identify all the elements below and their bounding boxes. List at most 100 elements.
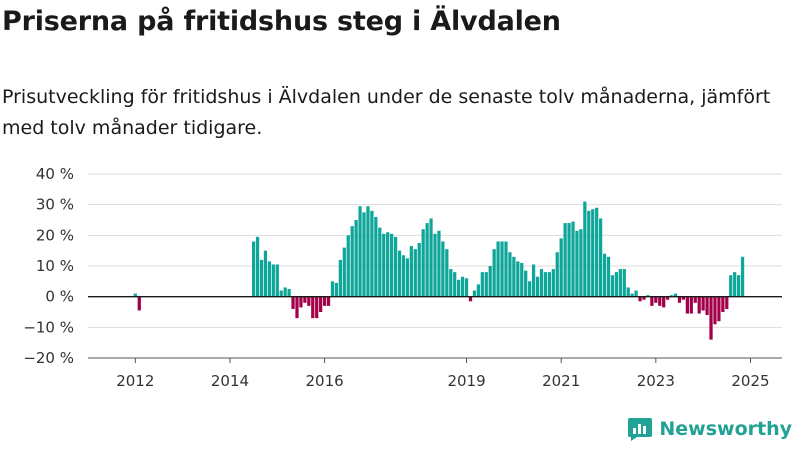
chart-bar bbox=[524, 270, 528, 297]
chart-bar bbox=[350, 226, 354, 297]
chart-bar bbox=[453, 272, 457, 297]
chart-bar bbox=[275, 264, 279, 297]
y-tick-label: 40 % bbox=[36, 165, 74, 183]
chart-bar bbox=[681, 296, 686, 300]
chart-bar bbox=[429, 218, 433, 297]
chart-bar bbox=[646, 295, 650, 297]
chart-bar bbox=[457, 279, 461, 297]
chart-bar bbox=[255, 236, 260, 297]
chart-bar bbox=[563, 223, 567, 297]
chart-bar bbox=[283, 287, 287, 297]
chart-bar bbox=[374, 216, 378, 297]
chart-bar bbox=[370, 210, 374, 297]
x-tick-label: 2012 bbox=[116, 372, 154, 390]
chart-bar bbox=[484, 272, 488, 297]
chart-bar bbox=[330, 281, 335, 297]
chart-bar bbox=[598, 218, 603, 297]
chart-bar bbox=[413, 249, 417, 297]
chart-bar bbox=[279, 290, 283, 297]
chart-bar bbox=[386, 232, 390, 297]
chart-bar bbox=[133, 293, 137, 297]
chart-bar bbox=[441, 241, 445, 297]
chart-bar bbox=[334, 282, 339, 297]
y-tick-label: 30 % bbox=[36, 196, 74, 214]
chart-bar bbox=[733, 272, 737, 297]
chart-bar bbox=[500, 241, 504, 297]
chart-bar bbox=[417, 243, 421, 297]
chart-bar bbox=[421, 229, 425, 297]
chart-bar bbox=[267, 261, 272, 297]
chart-bar bbox=[390, 233, 394, 297]
chart-bar bbox=[401, 255, 406, 297]
chart-bar bbox=[358, 206, 362, 297]
brand-name: Newsworthy bbox=[659, 418, 792, 440]
chart-bar bbox=[709, 296, 713, 340]
chart-bar bbox=[626, 287, 630, 297]
chart-bar bbox=[137, 296, 141, 311]
y-tick-label: −20 % bbox=[23, 349, 74, 367]
chart-bar bbox=[516, 261, 520, 297]
chart-bar bbox=[271, 264, 275, 297]
chart-bar bbox=[697, 296, 701, 314]
chart-bar bbox=[567, 223, 571, 297]
chart-bar bbox=[618, 269, 622, 297]
bar-chart: −20 % −10 % 0 % 10 % 20 % 30 % 40 % 2012 2014 201… bbox=[23, 160, 782, 390]
chart-bar bbox=[701, 296, 705, 311]
chart-bar bbox=[382, 233, 386, 297]
chart-bar bbox=[405, 258, 410, 297]
brand-logo: Newsworthy bbox=[627, 416, 792, 442]
chart-bar bbox=[673, 293, 678, 297]
y-tick-label: 10 % bbox=[36, 257, 74, 275]
chart-bar bbox=[705, 296, 709, 316]
chart-bar bbox=[587, 210, 591, 297]
chart-bar bbox=[650, 296, 654, 306]
chart-bar bbox=[725, 296, 729, 309]
chart-bar bbox=[543, 272, 548, 297]
x-tick-label: 2023 bbox=[637, 372, 675, 390]
chart-bar bbox=[460, 276, 465, 297]
chart-bar bbox=[634, 290, 638, 297]
chart-bar bbox=[476, 284, 480, 297]
chart-bar bbox=[311, 296, 315, 319]
chart-bar bbox=[555, 252, 559, 297]
chart-bar bbox=[488, 266, 492, 297]
chart-subtitle: Prisutveckling för fritidshus i Älvdalen… bbox=[2, 86, 771, 139]
chart-bar bbox=[717, 296, 721, 322]
chart-bar bbox=[287, 289, 291, 297]
chart-bar bbox=[642, 296, 646, 300]
chart-bar bbox=[614, 272, 619, 297]
chart-bar bbox=[342, 247, 346, 297]
chart-bar bbox=[713, 296, 717, 325]
y-tick-label: −10 % bbox=[23, 318, 74, 336]
y-tick-label: 0 % bbox=[45, 288, 74, 306]
chart-bar bbox=[512, 256, 516, 297]
chart-bar bbox=[591, 209, 595, 297]
data-label-latest: 13 % bbox=[736, 160, 777, 164]
chart-bar bbox=[685, 296, 689, 314]
chart-bar bbox=[295, 296, 299, 319]
chart-bar bbox=[583, 201, 587, 297]
chart-bar bbox=[322, 296, 327, 306]
chart-bar bbox=[677, 296, 682, 303]
chart-bar bbox=[547, 272, 551, 297]
chart-bar bbox=[393, 236, 398, 297]
chart-bar bbox=[658, 296, 662, 306]
chart-bar bbox=[472, 290, 477, 297]
chart-bar bbox=[610, 275, 615, 297]
x-tick-label: 2025 bbox=[731, 372, 769, 390]
chart-bar bbox=[595, 207, 599, 297]
chart-bar bbox=[551, 269, 555, 297]
chart-bar bbox=[346, 235, 350, 297]
chart-bar bbox=[508, 252, 512, 297]
y-tick-label: 20 % bbox=[36, 226, 74, 244]
x-tick-label: 2019 bbox=[447, 372, 485, 390]
chart-bar bbox=[307, 296, 311, 306]
chart-bar bbox=[366, 206, 370, 297]
chart-bar bbox=[654, 296, 658, 303]
chart-bar bbox=[504, 241, 508, 297]
chart-bar bbox=[291, 296, 295, 309]
chart-bar bbox=[666, 296, 670, 300]
chart-bar bbox=[315, 296, 319, 319]
chart-title: Priserna på fritidshus steg i Älvdalen bbox=[2, 6, 561, 37]
chart-bar bbox=[303, 296, 307, 303]
